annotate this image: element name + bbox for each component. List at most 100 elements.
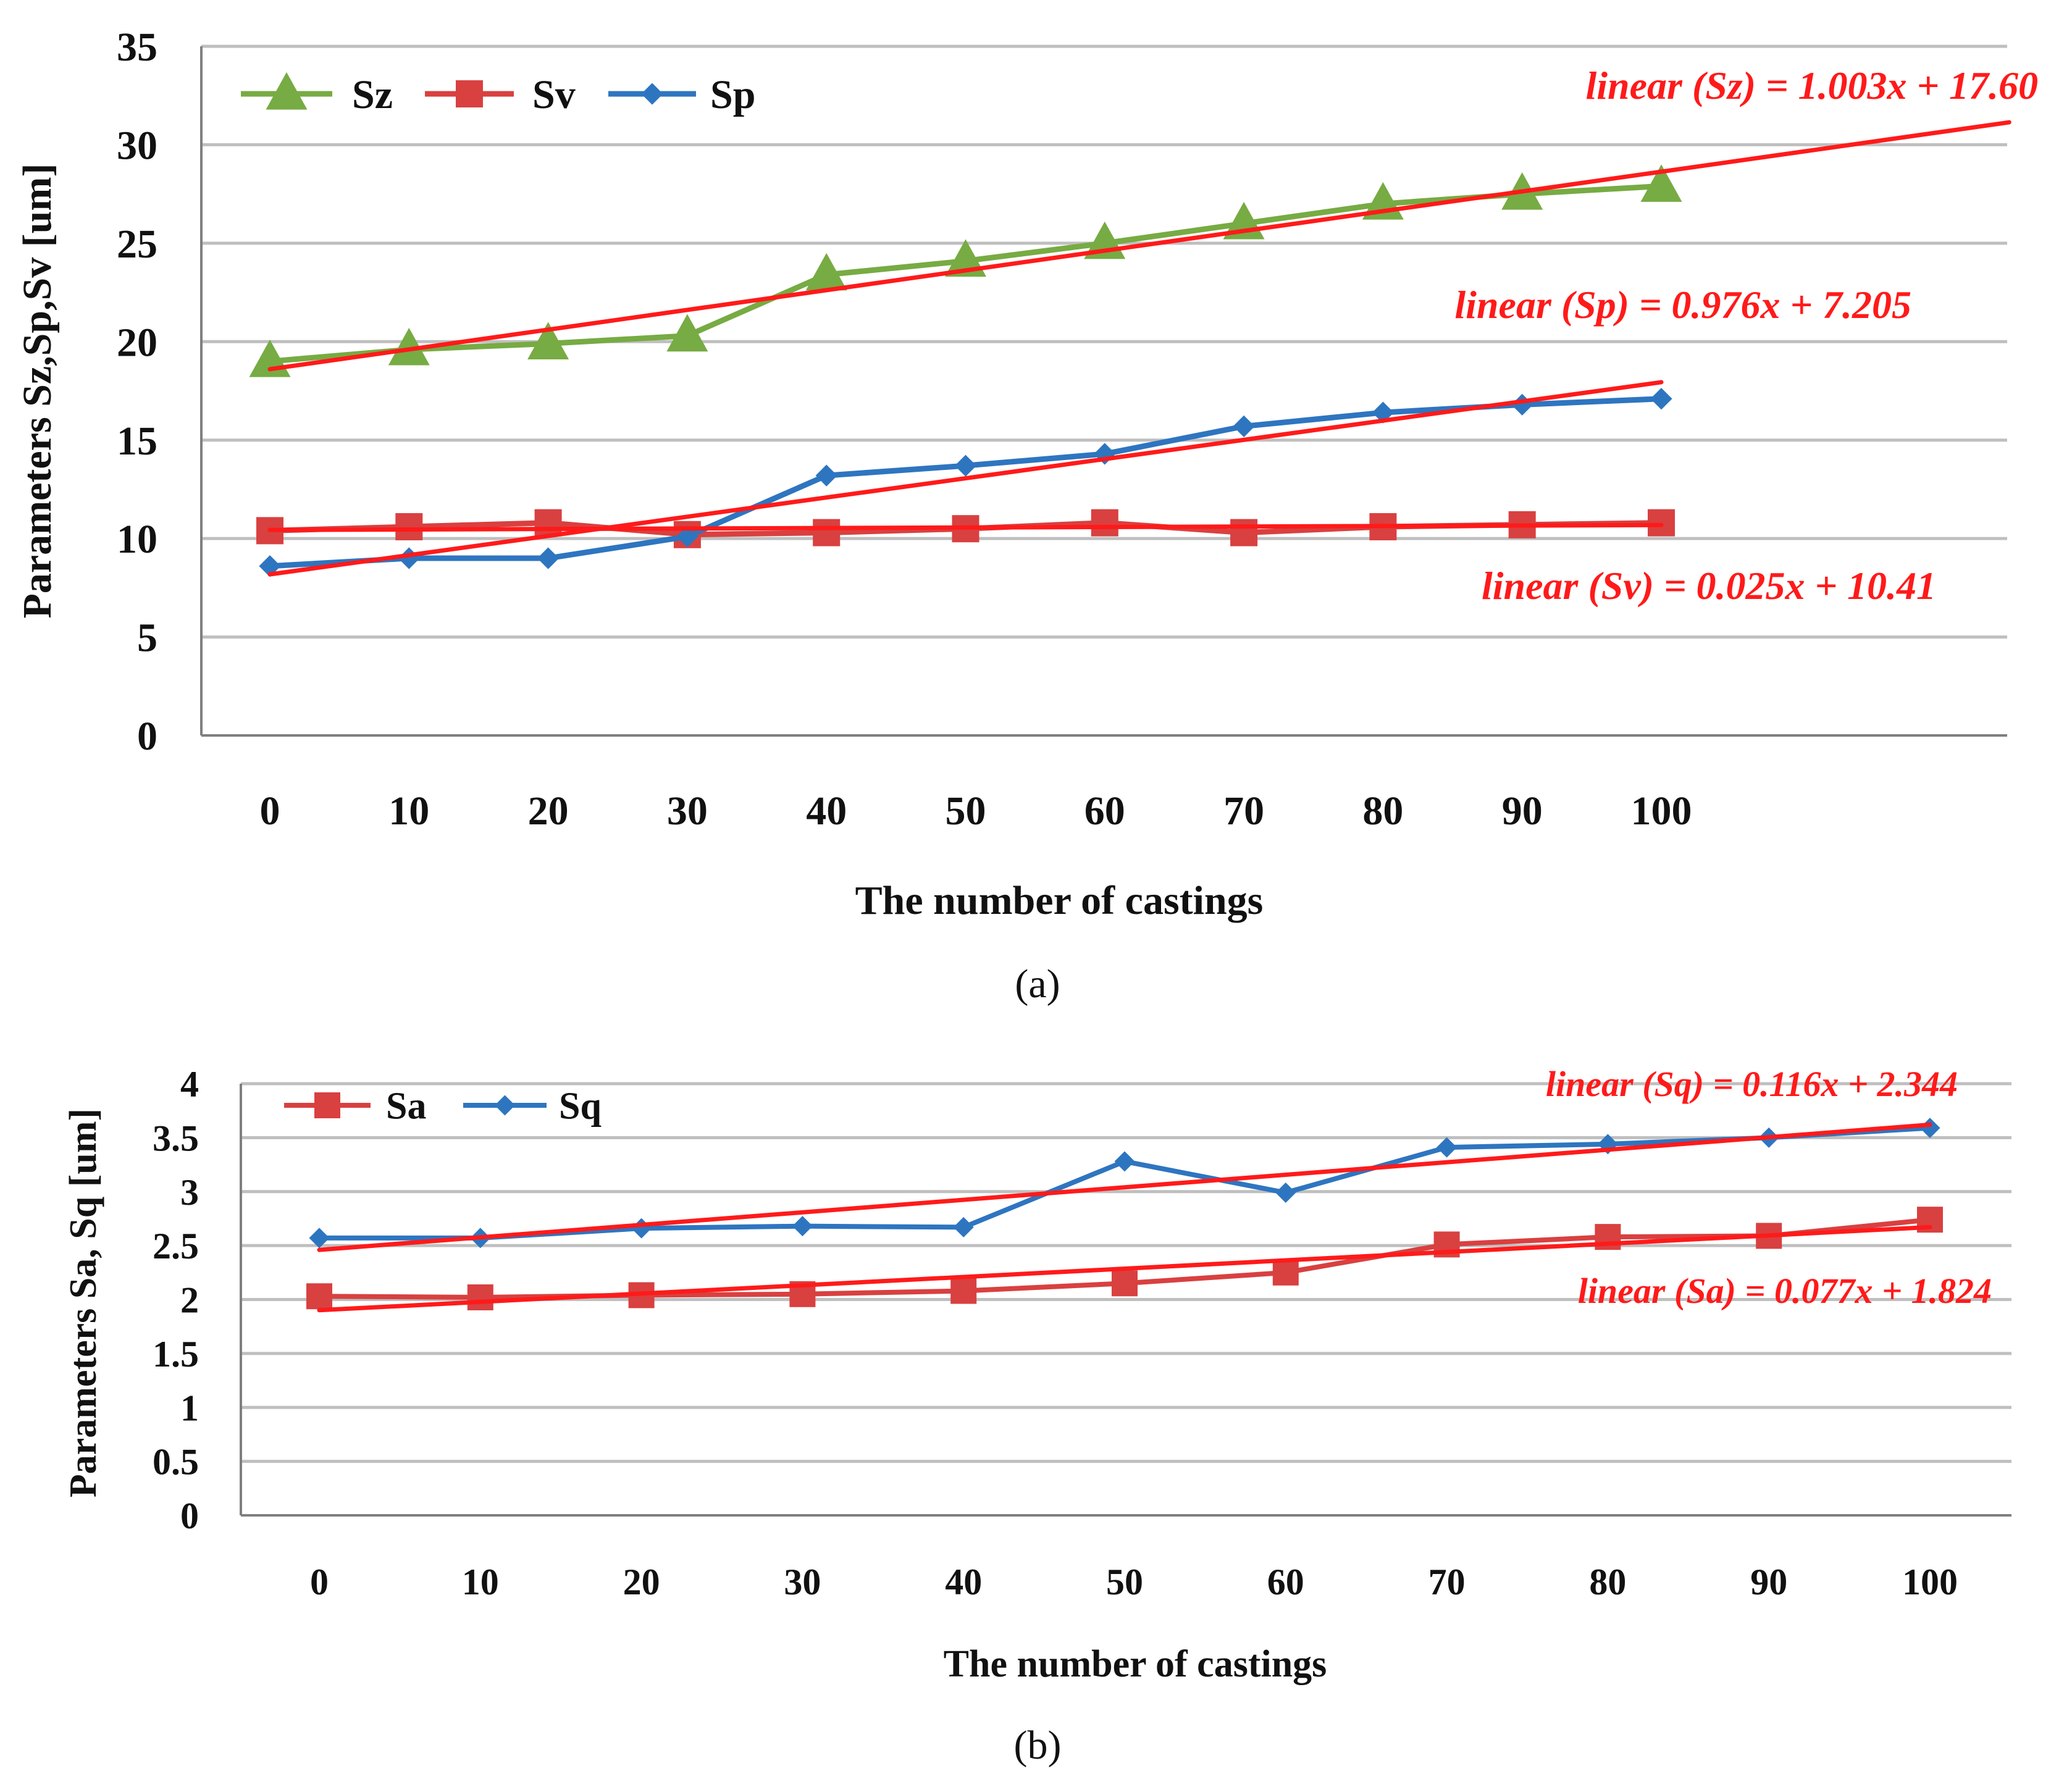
y-tick-label: 10 bbox=[117, 517, 157, 562]
y-tick-label: 20 bbox=[117, 320, 157, 365]
data-point-sq bbox=[1437, 1137, 1458, 1158]
chart-b: 00.511.522.533.540 10 20 30 40 50 60 70 80 90 100T… bbox=[62, 1064, 2011, 1768]
y-tick-label: 5 bbox=[137, 616, 157, 661]
legend-marker-sz bbox=[266, 72, 308, 110]
y-tick-label: 15 bbox=[117, 419, 157, 464]
y-tick-label: 25 bbox=[117, 222, 157, 267]
data-point-sv bbox=[1648, 509, 1675, 537]
data-point-sp bbox=[1650, 388, 1672, 410]
data-point-sv bbox=[534, 509, 562, 537]
data-point-sp bbox=[1233, 415, 1255, 437]
data-point-sq bbox=[1919, 1118, 1940, 1139]
y-tick-label: 2.5 bbox=[153, 1226, 199, 1266]
data-point-sv bbox=[1091, 509, 1118, 537]
y-tick-label: 0.5 bbox=[153, 1442, 199, 1483]
x-tick-label: 90 bbox=[1750, 1562, 1787, 1602]
data-point-sv bbox=[395, 513, 423, 541]
data-point-sq bbox=[1114, 1151, 1135, 1172]
trendline-sv bbox=[267, 522, 1664, 532]
y-tick-label: 0 bbox=[137, 714, 157, 759]
trendline-sq bbox=[317, 1122, 1932, 1252]
y-axis-title: Parameters Sz,Sp,Sv [um] bbox=[15, 164, 60, 619]
legend-marker-sv bbox=[456, 80, 483, 107]
y-tick-label: 0 bbox=[180, 1496, 199, 1536]
trendline-equation-sp: linear (Sp) = 0.976x + 7.205 bbox=[1454, 283, 1911, 327]
trendline-sp bbox=[267, 380, 1664, 577]
y-tick-label: 30 bbox=[117, 123, 157, 169]
data-point-sa bbox=[467, 1284, 493, 1311]
x-tick-label: 40 bbox=[806, 789, 847, 834]
data-point-sq bbox=[953, 1216, 974, 1237]
data-point-sp bbox=[954, 454, 977, 477]
x-tick-label: 20 bbox=[528, 789, 569, 834]
data-point-sq bbox=[1275, 1182, 1296, 1203]
data-point-sp bbox=[1511, 393, 1533, 416]
data-point-sa bbox=[1112, 1270, 1138, 1297]
legend-marker-sp bbox=[641, 83, 663, 105]
trendline-equation-sv: linear (Sv) = 0.025x + 10.41 bbox=[1482, 564, 1936, 608]
y-axis-title: Parameters Sa, Sq [um] bbox=[62, 1108, 104, 1497]
legend-label-sp: Sp bbox=[710, 72, 755, 117]
figure-caption: (a) bbox=[1015, 961, 1060, 1007]
data-point-sv bbox=[1230, 519, 1258, 546]
x-tick-label: 50 bbox=[1106, 1562, 1143, 1602]
trendline-equation-sz: linear (Sz) = 1.003x + 17.60 bbox=[1585, 64, 2038, 107]
x-tick-label: 30 bbox=[667, 789, 708, 834]
data-point-sz bbox=[805, 253, 847, 291]
data-point-sz bbox=[388, 327, 430, 366]
x-tick-label: 70 bbox=[1428, 1562, 1466, 1602]
x-tick-label: 10 bbox=[388, 789, 429, 834]
legend-marker-sq bbox=[495, 1095, 515, 1116]
x-tick-label: 100 bbox=[1631, 789, 1692, 834]
trendline-equation-sa: linear (Sa) = 0.077x + 1.824 bbox=[1578, 1271, 1992, 1311]
data-point-sa bbox=[950, 1278, 977, 1304]
legend-marker-sa bbox=[314, 1092, 340, 1118]
data-point-sv bbox=[813, 519, 841, 546]
data-point-sp bbox=[676, 525, 698, 548]
y-tick-label: 4 bbox=[180, 1064, 199, 1105]
legend-label-sa: Sa bbox=[386, 1086, 426, 1128]
x-tick-label: 60 bbox=[1267, 1562, 1304, 1602]
x-tick-label: 80 bbox=[1589, 1562, 1626, 1602]
y-tick-label: 1 bbox=[180, 1388, 199, 1428]
legend-label-sz: Sz bbox=[352, 72, 393, 117]
data-point-sa bbox=[1272, 1259, 1299, 1286]
y-tick-label: 3.5 bbox=[153, 1118, 199, 1158]
data-point-sp bbox=[815, 464, 837, 487]
x-axis-title: The number of castings bbox=[944, 1643, 1327, 1685]
data-point-sz bbox=[1640, 164, 1682, 202]
data-point-sp bbox=[398, 547, 420, 569]
x-tick-label: 40 bbox=[945, 1562, 982, 1602]
x-axis-title: The number of castings bbox=[855, 878, 1264, 923]
x-tick-label: 30 bbox=[784, 1562, 821, 1602]
data-point-sz bbox=[527, 322, 569, 359]
trendline-equation-sq: linear (Sq) = 0.116x + 2.344 bbox=[1546, 1064, 1958, 1104]
x-tick-label: 70 bbox=[1223, 789, 1264, 834]
data-point-sa bbox=[306, 1283, 332, 1310]
legend-label-sq: Sq bbox=[559, 1086, 602, 1128]
x-tick-label: 0 bbox=[310, 1562, 329, 1602]
data-point-sq bbox=[792, 1216, 813, 1237]
x-tick-label: 50 bbox=[946, 789, 986, 834]
data-point-sq bbox=[309, 1228, 330, 1249]
chart-a: 0 5 10 15 20 25 30 35 0 10 20 30 40 50 60 70 80 90 100 The … bbox=[15, 25, 2038, 1007]
x-tick-label: 60 bbox=[1084, 789, 1125, 834]
y-tick-label: 2 bbox=[180, 1280, 199, 1321]
y-tick-label: 35 bbox=[117, 25, 157, 70]
y-tick-label: 1.5 bbox=[153, 1334, 199, 1375]
x-tick-label: 80 bbox=[1362, 789, 1403, 834]
x-tick-label: 10 bbox=[462, 1562, 499, 1602]
figure-caption: (b) bbox=[1014, 1723, 1062, 1768]
y-tick-label: 3 bbox=[180, 1172, 199, 1213]
data-point-sz bbox=[666, 314, 708, 352]
x-tick-label: 90 bbox=[1502, 789, 1543, 834]
trendline-sa bbox=[317, 1224, 1932, 1313]
legend-label-sv: Sv bbox=[532, 72, 576, 117]
data-point-sp bbox=[259, 555, 281, 577]
x-tick-label: 20 bbox=[623, 1562, 660, 1602]
x-tick-label: 100 bbox=[1902, 1562, 1958, 1602]
data-point-sp bbox=[537, 547, 560, 569]
x-tick-label: 0 bbox=[260, 789, 280, 834]
trendline-sz bbox=[267, 120, 2011, 372]
